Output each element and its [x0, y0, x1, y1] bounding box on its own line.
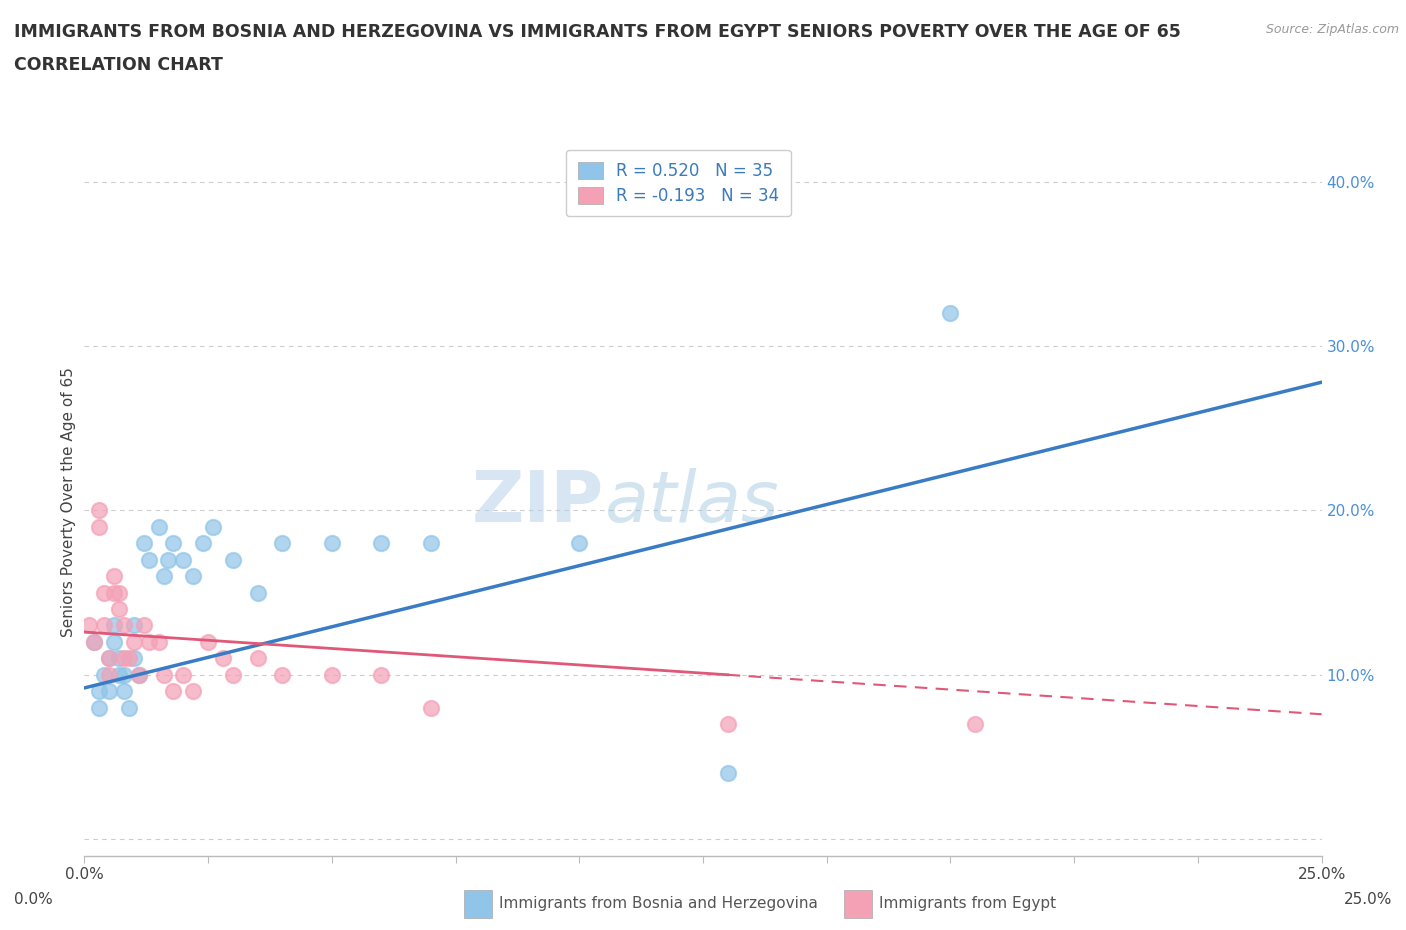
- Point: [108, 651, 131, 666]
- Point: [321, 536, 343, 551]
- Point: [108, 668, 131, 683]
- Text: Immigrants from Egypt: Immigrants from Egypt: [879, 897, 1056, 911]
- Bar: [844, 890, 872, 918]
- Y-axis label: Seniors Poverty Over the Age of 65: Seniors Poverty Over the Age of 65: [60, 367, 76, 637]
- Point: [89, 520, 111, 535]
- Point: [181, 569, 204, 584]
- Point: [103, 585, 125, 600]
- Point: [89, 684, 111, 698]
- Point: [93, 668, 115, 683]
- Point: [965, 717, 987, 732]
- Text: Source: ZipAtlas.com: Source: ZipAtlas.com: [1265, 23, 1399, 36]
- Point: [83, 634, 105, 649]
- Point: [103, 618, 125, 633]
- Point: [118, 700, 141, 715]
- Point: [181, 684, 204, 698]
- Point: [939, 306, 962, 321]
- Point: [122, 651, 145, 666]
- Point: [212, 651, 235, 666]
- Text: 0.0%: 0.0%: [14, 892, 53, 907]
- Point: [152, 668, 174, 683]
- Point: [172, 668, 194, 683]
- Point: [191, 536, 214, 551]
- Point: [122, 634, 145, 649]
- Point: [157, 552, 180, 567]
- Point: [246, 651, 269, 666]
- Point: [103, 569, 125, 584]
- Point: [370, 668, 392, 683]
- Text: CORRELATION CHART: CORRELATION CHART: [14, 56, 224, 73]
- Point: [132, 618, 155, 633]
- Point: [321, 668, 343, 683]
- Point: [222, 552, 245, 567]
- Point: [132, 536, 155, 551]
- Point: [370, 536, 392, 551]
- Point: [112, 618, 135, 633]
- Point: [148, 634, 170, 649]
- Text: 25.0%: 25.0%: [1344, 892, 1392, 907]
- Point: [717, 766, 740, 781]
- Point: [108, 585, 131, 600]
- Point: [98, 651, 121, 666]
- Point: [148, 520, 170, 535]
- Text: IMMIGRANTS FROM BOSNIA AND HERZEGOVINA VS IMMIGRANTS FROM EGYPT SENIORS POVERTY : IMMIGRANTS FROM BOSNIA AND HERZEGOVINA V…: [14, 23, 1181, 41]
- Bar: [464, 890, 492, 918]
- Text: ZIP: ZIP: [472, 468, 605, 537]
- Point: [138, 552, 160, 567]
- Point: [271, 536, 294, 551]
- Point: [128, 668, 150, 683]
- Point: [112, 684, 135, 698]
- Point: [93, 618, 115, 633]
- Text: atlas: atlas: [605, 468, 779, 537]
- Point: [138, 634, 160, 649]
- Point: [419, 700, 441, 715]
- Point: [162, 684, 184, 698]
- Point: [128, 668, 150, 683]
- Text: Immigrants from Bosnia and Herzegovina: Immigrants from Bosnia and Herzegovina: [499, 897, 818, 911]
- Point: [89, 503, 111, 518]
- Point: [93, 585, 115, 600]
- Point: [172, 552, 194, 567]
- Point: [152, 569, 174, 584]
- Point: [83, 634, 105, 649]
- Point: [98, 651, 121, 666]
- Point: [162, 536, 184, 551]
- Point: [246, 585, 269, 600]
- Point: [98, 668, 121, 683]
- Legend: R = 0.520   N = 35, R = -0.193   N = 34: R = 0.520 N = 35, R = -0.193 N = 34: [565, 150, 790, 217]
- Point: [271, 668, 294, 683]
- Point: [222, 668, 245, 683]
- Point: [112, 651, 135, 666]
- Point: [118, 651, 141, 666]
- Point: [419, 536, 441, 551]
- Point: [108, 602, 131, 617]
- Point: [568, 536, 591, 551]
- Point: [112, 668, 135, 683]
- Point: [202, 520, 225, 535]
- Point: [98, 684, 121, 698]
- Point: [103, 634, 125, 649]
- Point: [89, 700, 111, 715]
- Point: [122, 618, 145, 633]
- Point: [197, 634, 219, 649]
- Point: [79, 618, 101, 633]
- Point: [717, 717, 740, 732]
